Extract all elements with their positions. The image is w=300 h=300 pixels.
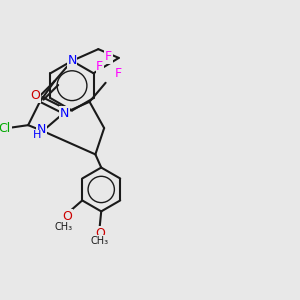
Text: Cl: Cl	[0, 122, 11, 135]
Text: N: N	[67, 54, 77, 67]
Text: F: F	[96, 60, 103, 73]
Text: CH₃: CH₃	[91, 236, 109, 246]
Text: O: O	[95, 227, 105, 240]
Text: O: O	[31, 89, 40, 102]
Text: N: N	[60, 107, 69, 120]
Text: O: O	[63, 210, 73, 223]
Text: F: F	[115, 68, 122, 80]
Text: CH₃: CH₃	[54, 222, 72, 232]
Text: F: F	[105, 50, 112, 63]
Text: N: N	[37, 123, 46, 136]
Text: H: H	[33, 130, 41, 140]
